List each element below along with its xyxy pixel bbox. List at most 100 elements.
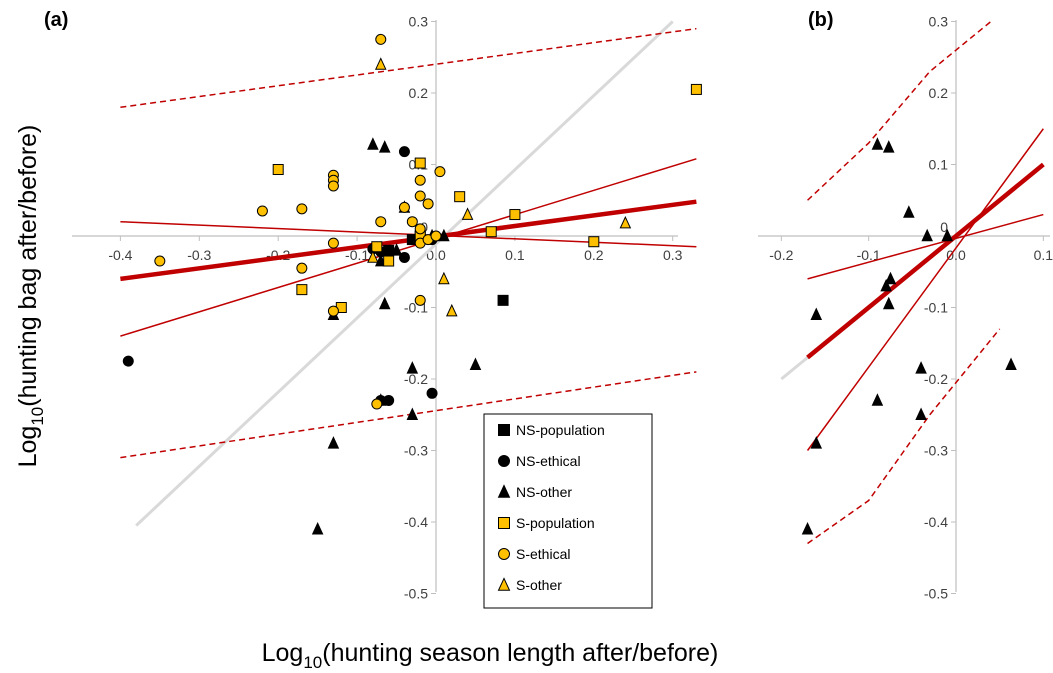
one-to-one-line [135, 20, 674, 527]
y-tick-label: -0.2 [404, 371, 428, 387]
data-point [810, 307, 823, 320]
data-point [122, 355, 134, 367]
panel-label: (a) [44, 9, 68, 31]
series-s-population [272, 83, 702, 313]
data-point [367, 250, 379, 263]
data-point [414, 294, 426, 306]
y-tick-label: -0.3 [404, 443, 428, 459]
regression-line [806, 162, 1045, 360]
data-point [414, 157, 426, 169]
data-point [434, 166, 446, 178]
x-tick-label: 0.1 [1034, 247, 1053, 263]
data-point [461, 207, 474, 220]
data-point [375, 33, 387, 45]
data-point [406, 361, 419, 374]
data-point [882, 140, 895, 153]
legend-label: NS-other [516, 484, 572, 500]
data-point [371, 398, 383, 410]
data-point [915, 361, 927, 374]
x-tick-label: 0.0 [426, 247, 446, 263]
data-point [422, 198, 434, 210]
data-point [485, 226, 497, 238]
data-point [327, 237, 339, 249]
data-point [509, 209, 521, 221]
data-point [871, 137, 884, 150]
y-tick-label: -0.1 [924, 300, 948, 316]
y-tick-label: 0 [940, 219, 948, 235]
data-point [430, 230, 442, 242]
data-point [374, 57, 387, 70]
data-point [414, 190, 426, 202]
legend-marker [497, 484, 511, 498]
series-s-other [367, 57, 632, 317]
x-tick-label: 0.2 [584, 247, 604, 263]
data-point [296, 262, 308, 274]
data-point [690, 83, 702, 95]
x-tick-label: -0.4 [108, 247, 132, 263]
data-point [438, 271, 450, 285]
prediction-interval-line [807, 328, 1001, 545]
legend-label: NS-population [516, 422, 605, 438]
prediction-interval-line [807, 20, 992, 201]
data-point [367, 137, 379, 150]
y-tick-label: -0.4 [404, 514, 428, 530]
x-tick-label: 0.1 [505, 247, 525, 263]
data-point [327, 180, 339, 192]
data-point [272, 164, 284, 176]
data-point [296, 284, 308, 296]
legend-marker [497, 577, 511, 591]
data-point [426, 387, 438, 399]
data-point [296, 203, 308, 215]
panel-label: (b) [808, 9, 834, 31]
prediction-interval-line [120, 27, 697, 109]
x-axis-title: Log10(hunting season length after/before… [262, 639, 719, 672]
y-tick-label: -0.2 [924, 371, 948, 387]
data-point [327, 305, 339, 317]
legend-marker [498, 424, 510, 436]
data-point [871, 393, 884, 406]
legend-marker [498, 517, 510, 529]
data-point [445, 303, 458, 317]
legend: NS-population NS-ethical NS-other S-populat… [483, 413, 653, 609]
x-tick-label: -0.2 [769, 247, 793, 263]
y-tick-label: 0.1 [929, 157, 949, 173]
y-axis-title: Log10(hunting bag after/before) [14, 125, 47, 468]
prediction-interval-line [120, 371, 697, 459]
confidence-line [120, 158, 697, 337]
panel-a: -0.4-0.3-0.2-0.10.00.10.20.30.30.20.1-0.… [44, 9, 702, 609]
panel-b: -0.2 -0.1 0.0 0.1 0.3 0.2 0.1 -0.1 -0.2 -0.3 -0.4 -… [758, 9, 1053, 602]
data-point [941, 228, 954, 242]
x-tick-label: -0.1 [345, 247, 369, 263]
y-tick-label: -0.5 [924, 586, 948, 602]
data-point [256, 205, 268, 217]
confidence-line [806, 128, 1044, 451]
data-point [383, 255, 395, 267]
data-point [1005, 357, 1017, 370]
data-point [454, 191, 466, 203]
y-tick-label: -0.5 [404, 586, 428, 602]
data-point [619, 215, 632, 229]
data-point [371, 241, 383, 253]
x-tick-label: -0.3 [187, 247, 211, 263]
legend-marker [498, 455, 510, 467]
data-point [497, 294, 509, 306]
legend-label: S-other [516, 577, 562, 593]
data-point [884, 271, 897, 285]
data-point [588, 236, 600, 248]
legend-label: S-population [516, 515, 595, 531]
data-point [154, 255, 166, 267]
data-point [378, 140, 391, 153]
series-ns-ethical [122, 146, 438, 406]
data-point [406, 407, 419, 421]
legend-label: NS-ethical [516, 453, 581, 469]
y-tick-label: -0.3 [924, 443, 948, 459]
data-point [327, 436, 340, 449]
data-point [921, 228, 933, 242]
data-point [801, 521, 814, 535]
data-point [390, 243, 403, 256]
data-point [414, 174, 426, 186]
data-point [406, 216, 418, 228]
y-tick-label: 0.3 [929, 14, 949, 30]
legend-marker [498, 548, 510, 560]
series-ns-other [801, 137, 1017, 535]
